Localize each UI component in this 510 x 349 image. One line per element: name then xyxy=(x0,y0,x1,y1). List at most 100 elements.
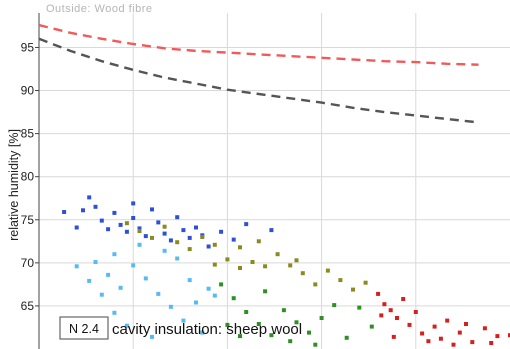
data-point-series-1 xyxy=(244,222,249,227)
data-point-series-1 xyxy=(150,207,154,212)
data-point-series-5 xyxy=(413,310,418,314)
data-point-series-3 xyxy=(168,304,173,309)
data-point-series-3 xyxy=(175,256,180,261)
data-point-series-3 xyxy=(137,242,142,247)
data-point-series-3 xyxy=(118,285,123,290)
data-point-series-1 xyxy=(168,238,173,243)
data-point-series-2 xyxy=(256,239,261,244)
data-point-series-3 xyxy=(187,278,192,283)
data-point-series-3 xyxy=(143,276,148,281)
data-point-series-4 xyxy=(231,296,236,301)
data-point-series-5 xyxy=(470,340,475,345)
data-point-series-3 xyxy=(212,293,217,298)
data-point-series-1 xyxy=(194,225,198,230)
data-point-series-4 xyxy=(238,334,242,339)
data-point-series-2 xyxy=(294,258,299,263)
data-point-series-2 xyxy=(338,278,343,283)
data-point-series-1 xyxy=(137,226,142,231)
data-point-series-3 xyxy=(156,291,161,296)
data-point-series-1 xyxy=(87,195,92,200)
data-point-series-3 xyxy=(162,248,167,253)
data-point-series-4 xyxy=(281,308,286,313)
data-point-series-1 xyxy=(118,222,123,227)
curve-1 xyxy=(38,23,479,66)
data-point-series-5 xyxy=(495,334,500,339)
data-point-series-5 xyxy=(382,302,387,307)
data-point-series-5 xyxy=(482,326,487,331)
data-point-series-5 xyxy=(420,331,425,336)
data-point-series-4 xyxy=(319,316,324,320)
data-point-series-5 xyxy=(432,324,437,329)
data-point-series-5 xyxy=(508,333,510,338)
data-point-series-2 xyxy=(238,245,242,250)
data-point-series-1 xyxy=(81,208,85,213)
data-point-series-1 xyxy=(162,231,167,236)
data-point-series-2 xyxy=(313,282,318,287)
data-point-series-3 xyxy=(150,334,154,339)
data-point-series-1 xyxy=(187,235,192,240)
data-point-series-4 xyxy=(313,342,318,347)
data-point-series-1 xyxy=(74,225,79,230)
data-point-series-5 xyxy=(426,339,431,344)
data-point-series-3 xyxy=(200,330,205,335)
y-axis-ticks: 65 70 75 80 85 90 95 xyxy=(21,40,39,313)
data-point-series-5 xyxy=(451,342,456,347)
data-point-series-1 xyxy=(124,229,129,234)
plot-area xyxy=(39,13,510,349)
y-tick-label: 65 xyxy=(21,299,35,313)
data-point-series-3 xyxy=(99,292,104,297)
data-point-series-2 xyxy=(275,252,280,257)
data-point-series-4 xyxy=(256,322,261,326)
data-point-series-2 xyxy=(363,280,368,285)
data-point-series-2 xyxy=(351,287,355,292)
data-point-series-2 xyxy=(200,235,205,239)
data-point-series-4 xyxy=(369,324,374,329)
data-point-series-3 xyxy=(124,323,129,328)
data-point-series-4 xyxy=(225,322,230,327)
data-point-series-2 xyxy=(212,262,217,267)
data-point-series-4 xyxy=(294,320,299,325)
data-point-series-4 xyxy=(269,333,274,338)
data-point-series-1 xyxy=(106,227,111,232)
data-point-series-3 xyxy=(93,260,98,264)
curve-2 xyxy=(38,37,479,124)
y-tick-label: 70 xyxy=(21,256,35,270)
data-point-series-5 xyxy=(407,322,412,327)
data-point-series-1 xyxy=(112,210,117,215)
data-point-series-2 xyxy=(150,235,154,240)
data-point-series-5 xyxy=(376,291,381,296)
data-point-series-1 xyxy=(269,228,274,233)
data-point-series-5 xyxy=(391,334,396,339)
data-point-series-2 xyxy=(263,264,268,269)
data-point-series-2 xyxy=(212,242,217,247)
y-axis-label: relative humidity [%] xyxy=(7,129,21,241)
data-point-series-1 xyxy=(93,204,98,209)
data-point-series-2 xyxy=(225,257,230,262)
data-point-series-4 xyxy=(219,282,224,287)
data-point-series-2 xyxy=(175,240,180,245)
data-point-series-1 xyxy=(99,218,104,223)
data-point-series-1 xyxy=(143,234,148,239)
data-point-series-4 xyxy=(263,289,268,294)
data-point-series-1 xyxy=(231,237,236,242)
data-point-series-5 xyxy=(445,318,450,323)
data-point-series-2 xyxy=(325,268,330,273)
y-tick-label: 80 xyxy=(21,170,35,184)
data-point-series-2 xyxy=(124,221,129,226)
chart-header-note: Outside: Wood fibre xyxy=(46,3,153,15)
y-tick-label: 95 xyxy=(21,40,35,54)
data-point-series-3 xyxy=(87,278,92,283)
data-point-series-3 xyxy=(194,300,198,305)
data-point-series-5 xyxy=(464,322,468,326)
data-point-series-1 xyxy=(131,216,136,220)
data-point-series-5 xyxy=(388,308,393,313)
panel-label: N 2.4 cavity insulation: sheep wool xyxy=(59,316,302,340)
threshold-curves xyxy=(38,23,479,124)
data-point-series-1 xyxy=(219,229,224,234)
data-point-series-5 xyxy=(401,297,406,301)
data-point-series-2 xyxy=(238,266,242,270)
panel-id-box xyxy=(59,316,109,340)
panel-id: N 2.4 xyxy=(69,322,99,336)
grid-lines xyxy=(39,13,510,349)
